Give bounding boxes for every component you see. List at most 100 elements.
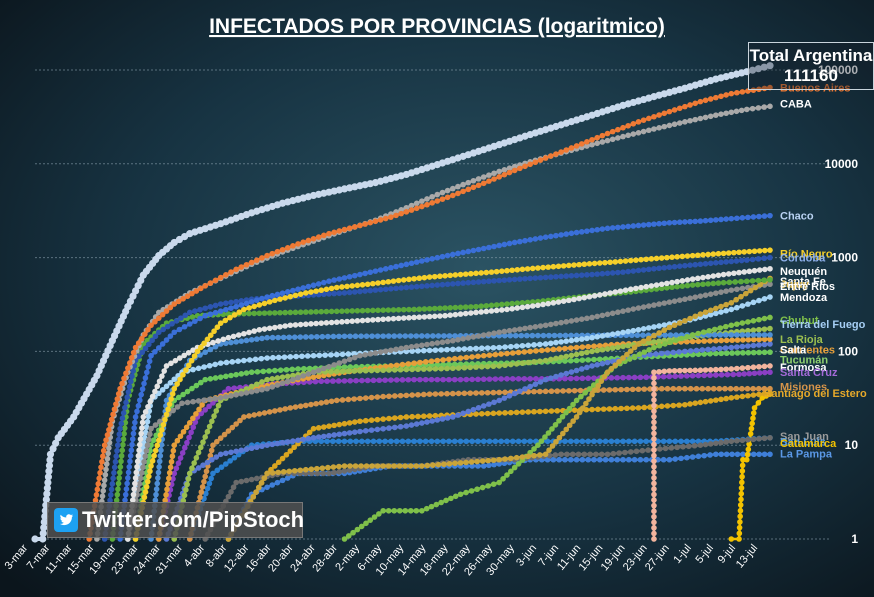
total-value: 111160 bbox=[784, 66, 838, 85]
series-point bbox=[527, 348, 533, 355]
series-point bbox=[380, 393, 386, 400]
series-point bbox=[188, 429, 194, 436]
series-point bbox=[391, 507, 398, 514]
series-point bbox=[715, 280, 722, 286]
series-point bbox=[640, 117, 647, 123]
series-point bbox=[318, 400, 325, 406]
series-point bbox=[484, 410, 491, 417]
series-point bbox=[682, 401, 688, 408]
series-point bbox=[330, 464, 337, 470]
series-point bbox=[488, 269, 495, 275]
series-point bbox=[701, 372, 708, 379]
series-point bbox=[357, 271, 363, 278]
series-point bbox=[563, 273, 570, 279]
series-point bbox=[723, 337, 730, 344]
series-point bbox=[509, 438, 516, 445]
series-point bbox=[132, 480, 138, 487]
series-point bbox=[274, 479, 281, 486]
series-point bbox=[608, 375, 615, 381]
series-point bbox=[339, 319, 345, 325]
series-point bbox=[408, 202, 415, 209]
series-point bbox=[305, 371, 312, 377]
series-point bbox=[548, 388, 555, 395]
series-point bbox=[645, 221, 652, 228]
series-point bbox=[651, 397, 657, 403]
series-point bbox=[349, 318, 356, 324]
series-point bbox=[144, 442, 151, 449]
series-label-entre-rios: Entre Ríos bbox=[780, 281, 835, 293]
series-point bbox=[214, 467, 221, 474]
series-point bbox=[140, 414, 147, 420]
series-point bbox=[762, 266, 768, 273]
series-point bbox=[341, 468, 348, 474]
series-point bbox=[351, 396, 357, 402]
series-point bbox=[269, 482, 276, 488]
series-point bbox=[553, 373, 559, 380]
series-point bbox=[367, 517, 374, 523]
series-point bbox=[426, 391, 433, 397]
series-point bbox=[218, 464, 225, 470]
series-point bbox=[506, 240, 513, 247]
series-point bbox=[142, 345, 149, 352]
series-point bbox=[537, 235, 544, 241]
series-point bbox=[463, 459, 469, 466]
series-point bbox=[514, 300, 521, 306]
series-point bbox=[648, 283, 655, 289]
series-point bbox=[330, 378, 336, 384]
series-point bbox=[148, 322, 154, 329]
series-point bbox=[135, 452, 142, 459]
series-point bbox=[727, 385, 734, 392]
series-point bbox=[755, 400, 762, 406]
series-point bbox=[473, 364, 479, 370]
series-point bbox=[118, 458, 124, 465]
series-point bbox=[347, 438, 354, 445]
y-tick-label: 10 bbox=[845, 438, 859, 452]
series-point bbox=[661, 300, 668, 306]
series-point bbox=[374, 463, 381, 469]
series-point bbox=[592, 387, 598, 393]
series-point bbox=[290, 376, 296, 383]
series-point bbox=[124, 394, 131, 401]
series-point bbox=[563, 147, 570, 153]
series-point bbox=[647, 351, 653, 358]
series-point bbox=[40, 518, 48, 526]
series-point bbox=[101, 482, 107, 489]
series-point bbox=[94, 486, 101, 493]
series-point bbox=[573, 438, 580, 445]
series-point bbox=[511, 276, 518, 283]
series-point bbox=[475, 353, 481, 360]
series-point bbox=[723, 288, 729, 294]
series-point bbox=[419, 198, 425, 204]
series-point bbox=[189, 385, 195, 392]
series-point bbox=[406, 314, 412, 321]
series-point bbox=[243, 386, 250, 392]
series-point bbox=[743, 290, 749, 297]
series-point bbox=[444, 194, 451, 201]
series-point bbox=[374, 333, 381, 339]
series-point bbox=[328, 398, 335, 405]
series-point bbox=[660, 373, 667, 380]
series-point bbox=[402, 463, 409, 469]
series-point bbox=[734, 332, 740, 338]
series-point bbox=[330, 333, 337, 340]
series-point bbox=[283, 451, 290, 458]
series-point bbox=[674, 283, 680, 290]
series-point bbox=[341, 463, 348, 469]
series-point bbox=[310, 369, 317, 376]
series-point bbox=[132, 475, 139, 481]
series-point bbox=[457, 271, 464, 278]
series-point bbox=[626, 438, 632, 445]
series-point bbox=[750, 214, 757, 220]
series-point bbox=[396, 507, 403, 514]
series-point bbox=[537, 388, 543, 395]
series-point bbox=[167, 464, 174, 471]
series-label-caba: CABA bbox=[780, 98, 812, 110]
series-point bbox=[203, 490, 209, 497]
series-point bbox=[253, 297, 260, 304]
series-point bbox=[125, 475, 131, 481]
series-label-misiones: Misiones bbox=[780, 382, 827, 394]
series-point bbox=[615, 126, 621, 133]
series-label-catamarca: Catamarca bbox=[780, 438, 837, 450]
series-point bbox=[761, 315, 768, 322]
series-point bbox=[143, 484, 150, 490]
